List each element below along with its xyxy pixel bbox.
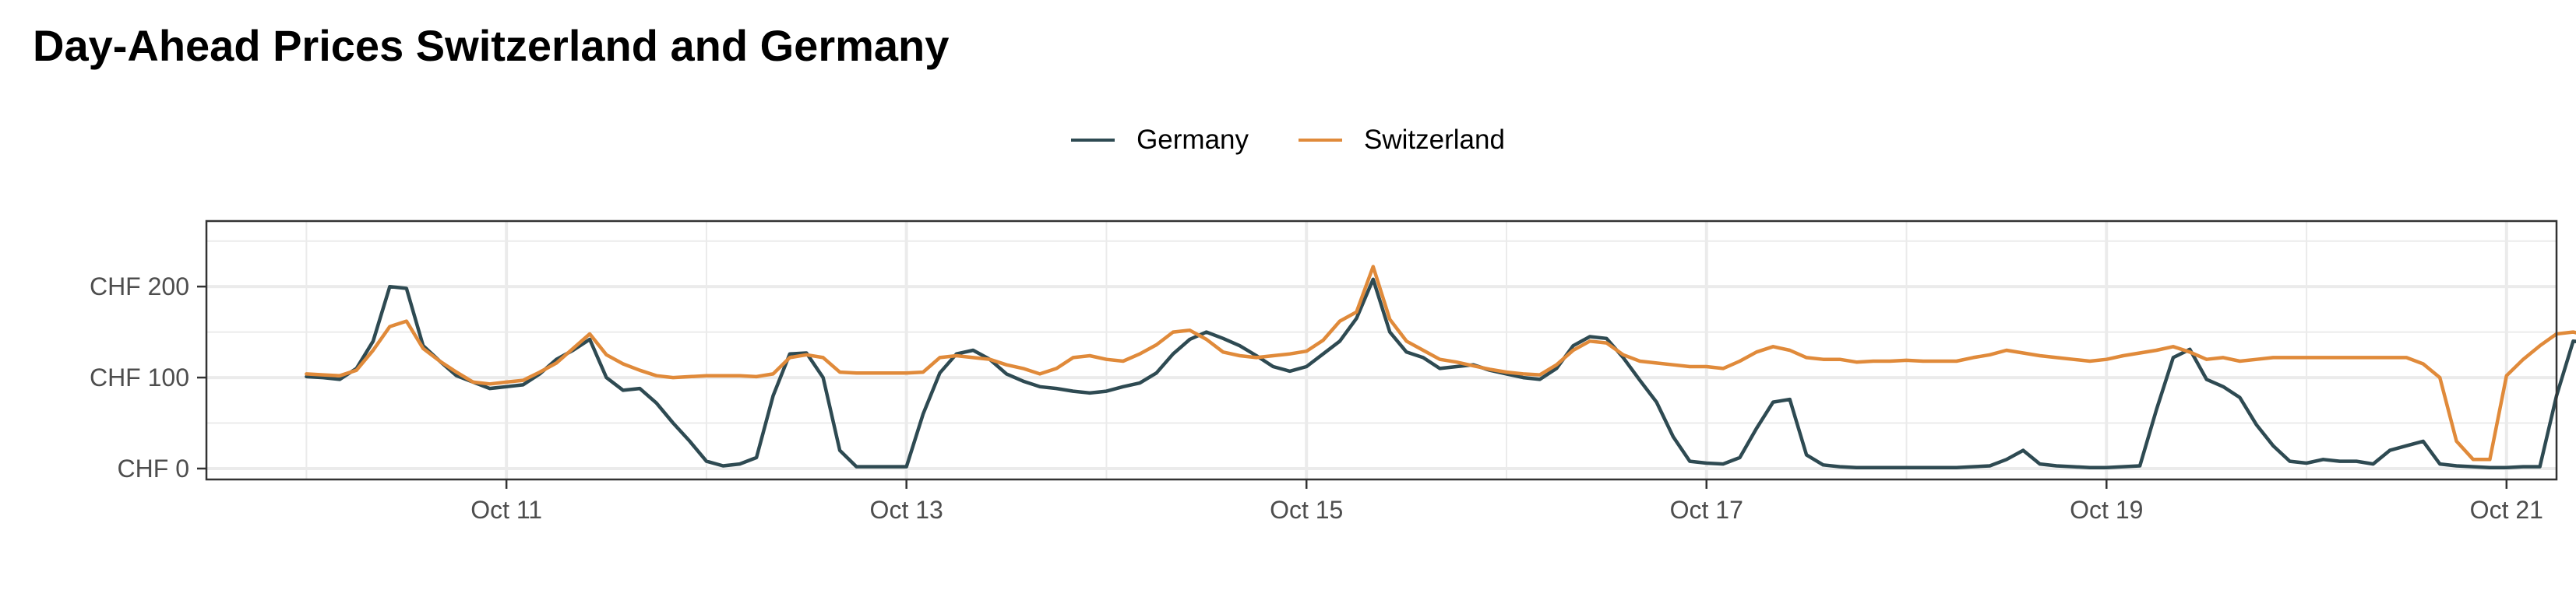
legend: Germany Switzerland	[0, 118, 2576, 162]
legend-item-germany: Germany	[1071, 125, 1249, 156]
x-tick-label: Oct 21	[2470, 496, 2543, 524]
legend-label-germany: Germany	[1136, 125, 1249, 155]
x-tick-label: Oct 19	[2070, 496, 2143, 524]
legend-item-switzerland: Switzerland	[1299, 125, 1505, 156]
y-tick-label: CHF 100	[90, 363, 189, 392]
y-tick-label: CHF 200	[90, 272, 189, 300]
legend-key-switzerland	[1299, 139, 1342, 142]
x-tick-label: Oct 17	[1670, 496, 1743, 524]
plot-panel-border	[205, 219, 2558, 481]
y-tick-label: CHF 0	[118, 455, 189, 483]
x-tick-label: Oct 15	[1270, 496, 1343, 524]
legend-key-germany	[1071, 139, 1115, 142]
x-tick-label: Oct 11	[470, 496, 542, 524]
chart-title: Day-Ahead Prices Switzerland and Germany	[33, 21, 950, 70]
x-tick-label: Oct 13	[870, 496, 943, 524]
series-line-switzerland	[305, 265, 2576, 462]
legend-label-switzerland: Switzerland	[1364, 125, 1505, 155]
series-line-germany	[305, 277, 2576, 470]
